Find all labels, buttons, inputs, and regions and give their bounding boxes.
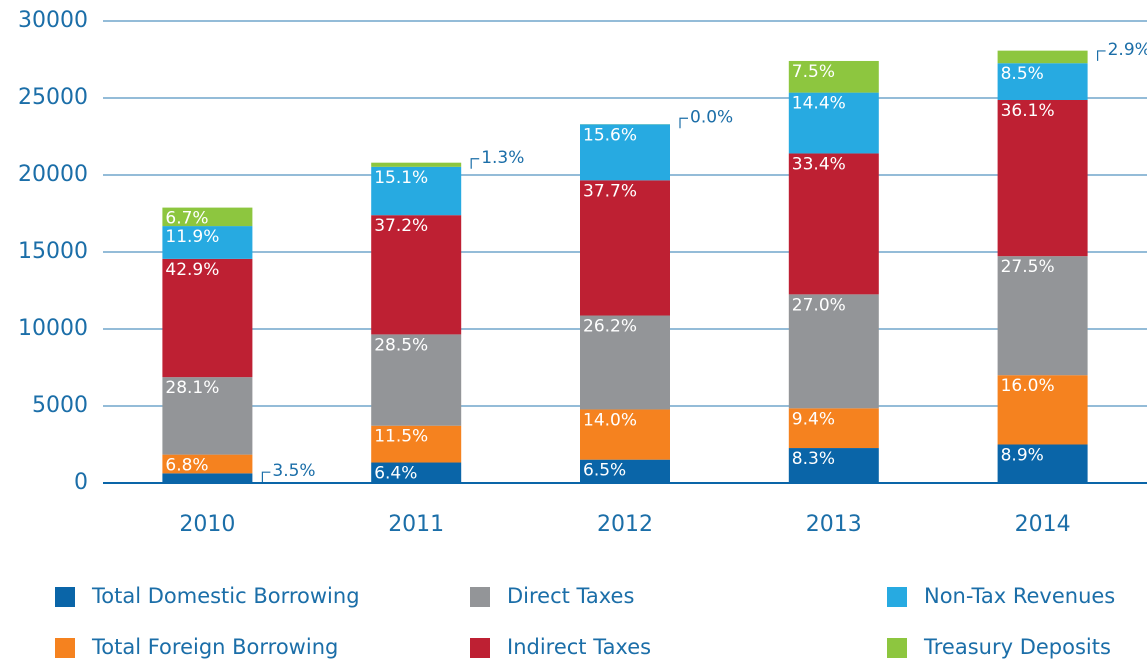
segment-label: 27.5%	[1001, 257, 1055, 277]
segment-label: 16.0%	[1001, 376, 1055, 396]
y-tick-label: 20000	[18, 162, 88, 187]
segment-label: 3.5%	[272, 461, 315, 481]
bar-segment	[162, 377, 253, 455]
segment-label: 7.5%	[792, 62, 835, 82]
segment-label: 28.1%	[165, 378, 219, 398]
segment-label: 14.4%	[792, 94, 846, 114]
segment-label: 27.0%	[792, 295, 846, 315]
y-tick-label: 5000	[32, 393, 88, 418]
legend-swatch	[470, 638, 490, 658]
segment-label: 6.7%	[165, 209, 208, 229]
segment-label: 8.3%	[792, 449, 835, 469]
bar-segment	[788, 448, 879, 483]
y-tick-label: 15000	[18, 239, 88, 264]
segment-label: 6.5%	[583, 461, 626, 481]
bar-segment	[371, 425, 462, 463]
label-leader	[679, 117, 688, 129]
x-tick-label: 2010	[179, 512, 235, 537]
label-leader	[1097, 50, 1106, 61]
bar-segment	[997, 100, 1088, 257]
legend-label: Treasury Deposits	[923, 635, 1111, 659]
legend-swatch	[470, 587, 490, 607]
segment-label: 26.2%	[583, 317, 637, 337]
legend-label: Indirect Taxes	[507, 635, 651, 659]
x-tick-label: 2013	[806, 512, 862, 537]
bar-segment	[371, 166, 462, 216]
bar-segment	[580, 180, 670, 316]
segment-label: 8.5%	[1001, 64, 1044, 84]
legend-swatch	[55, 638, 75, 658]
segment-label: 8.9%	[1001, 446, 1044, 466]
bar-segment	[997, 63, 1088, 101]
segment-label: 1.3%	[481, 148, 524, 168]
segment-label: 11.9%	[165, 227, 219, 247]
bar-segment	[788, 60, 879, 93]
x-tick-label: 2014	[1015, 512, 1071, 537]
legend-swatch	[887, 638, 907, 658]
bar-segment	[997, 375, 1088, 445]
bar-segment	[788, 294, 879, 409]
bar-segment	[371, 215, 462, 335]
y-tick-label: 10000	[18, 316, 88, 341]
bar-segment	[162, 473, 253, 483]
bar-segment	[997, 256, 1088, 376]
segment-label: 2.9%	[1108, 40, 1147, 60]
legend-label: Direct Taxes	[507, 584, 634, 608]
bar-segment	[788, 408, 879, 449]
x-tick-label: 2012	[597, 512, 653, 537]
segment-label: 33.4%	[792, 154, 846, 174]
bar-segment	[580, 459, 670, 483]
bar-segment	[997, 444, 1088, 483]
label-leader	[470, 158, 480, 169]
segment-label: 0.0%	[690, 107, 733, 127]
y-tick-label: 25000	[18, 85, 88, 110]
y-tick-label: 0	[74, 470, 88, 495]
bar-segment	[371, 334, 462, 426]
bar-segment	[788, 92, 879, 154]
bar-segment	[371, 162, 462, 167]
bar-segment	[162, 207, 253, 227]
legend-swatch	[55, 587, 75, 607]
y-tick-label: 30000	[18, 8, 88, 33]
legend-swatch	[887, 587, 907, 607]
bar-segment	[997, 50, 1088, 64]
segment-label: 37.7%	[583, 181, 637, 201]
bar-segment	[580, 409, 670, 460]
label-leader	[261, 471, 271, 483]
bar-segment	[580, 124, 670, 181]
segment-label: 28.5%	[374, 335, 428, 355]
legend-label: Total Foreign Borrowing	[91, 635, 338, 659]
bar-segment	[162, 258, 253, 378]
segment-label: 36.1%	[1001, 101, 1055, 121]
segment-label: 14.0%	[583, 410, 637, 430]
bar-segment	[371, 462, 462, 483]
bar-segment	[162, 454, 253, 474]
bar-segment	[162, 226, 253, 259]
bar-segment	[580, 315, 670, 410]
bar-segment	[788, 153, 879, 295]
legend-label: Total Domestic Borrowing	[91, 584, 360, 608]
segment-label: 6.8%	[165, 456, 208, 476]
segment-label: 9.4%	[792, 409, 835, 429]
segment-label: 37.2%	[374, 216, 428, 236]
segment-label: 15.6%	[583, 125, 637, 145]
segment-label: 15.1%	[374, 168, 428, 188]
segment-label: 42.9%	[165, 260, 219, 280]
segment-label: 11.5%	[374, 427, 428, 447]
segment-label: 6.4%	[374, 464, 417, 484]
legend-label: Non-Tax Revenues	[924, 584, 1115, 608]
x-tick-label: 2011	[388, 512, 444, 537]
